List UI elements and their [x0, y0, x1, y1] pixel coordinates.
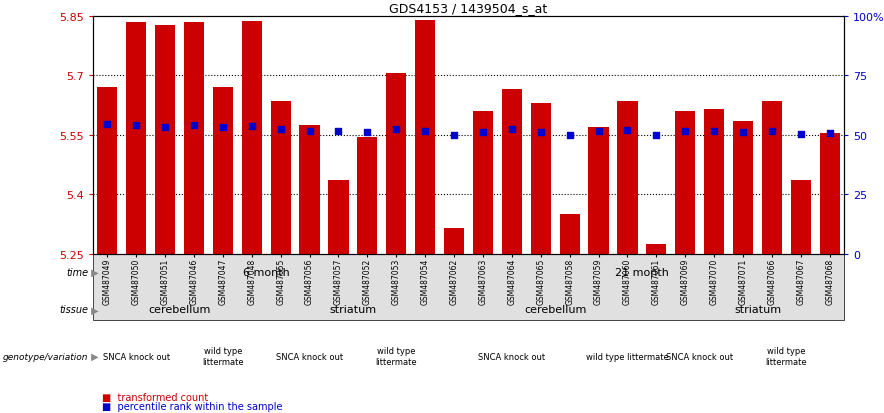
Bar — [473, 112, 493, 254]
Bar — [819, 133, 840, 254]
Point — [274, 127, 288, 133]
Point — [823, 130, 837, 137]
Bar — [155, 26, 175, 254]
Point — [649, 132, 663, 139]
Point — [562, 133, 576, 139]
Point — [216, 124, 230, 131]
Bar — [530, 104, 551, 254]
Text: wild type
littermate: wild type littermate — [376, 347, 417, 366]
Point — [129, 122, 143, 129]
Point — [361, 129, 375, 136]
Text: ■  transformed count: ■ transformed count — [102, 392, 208, 402]
Bar — [733, 121, 753, 254]
Text: genotype/variation: genotype/variation — [3, 352, 88, 361]
Bar — [617, 102, 637, 254]
Text: wild type
littermate: wild type littermate — [766, 347, 807, 366]
Bar — [241, 22, 262, 254]
Point — [158, 124, 172, 131]
Bar — [328, 181, 348, 254]
Bar — [762, 102, 782, 254]
Text: ▶: ▶ — [88, 305, 99, 315]
Point — [736, 130, 751, 136]
Text: tissue: tissue — [59, 305, 88, 315]
Point — [621, 128, 635, 134]
Point — [418, 128, 432, 135]
Text: 6 month: 6 month — [243, 268, 290, 278]
Bar — [444, 228, 464, 254]
Bar — [184, 22, 204, 254]
Point — [476, 129, 490, 136]
Bar — [213, 88, 233, 254]
Bar — [560, 214, 580, 254]
Point — [678, 129, 692, 135]
Text: wild type littermate: wild type littermate — [586, 352, 669, 361]
Text: SNCA knock out: SNCA knock out — [276, 352, 343, 361]
Text: SNCA knock out: SNCA knock out — [478, 352, 545, 361]
Bar — [704, 109, 724, 254]
Text: cerebellum: cerebellum — [524, 305, 586, 315]
Bar — [271, 102, 291, 254]
Text: ▶: ▶ — [88, 351, 99, 361]
Text: striatum: striatum — [734, 305, 781, 315]
Text: 21 month: 21 month — [615, 268, 669, 278]
Text: ■  percentile rank within the sample: ■ percentile rank within the sample — [102, 401, 282, 411]
Bar — [589, 127, 609, 254]
Bar — [675, 112, 696, 254]
Text: time: time — [66, 268, 88, 278]
Text: SNCA knock out: SNCA knock out — [103, 352, 170, 361]
Point — [534, 129, 548, 136]
Point — [245, 123, 259, 130]
Bar — [646, 244, 667, 254]
Point — [447, 133, 461, 139]
Point — [389, 127, 403, 133]
Bar — [357, 138, 377, 254]
Text: cerebellum: cerebellum — [149, 305, 210, 315]
Title: GDS4153 / 1439504_s_at: GDS4153 / 1439504_s_at — [389, 2, 548, 15]
Text: ▶: ▶ — [88, 268, 99, 278]
Point — [187, 123, 201, 129]
Text: striatum: striatum — [330, 305, 377, 315]
Bar — [415, 21, 435, 254]
Point — [332, 129, 346, 135]
Point — [707, 129, 721, 135]
Point — [100, 121, 114, 128]
Bar — [386, 74, 407, 254]
Bar — [97, 88, 118, 254]
Bar — [791, 181, 811, 254]
Text: wild type
littermate: wild type littermate — [202, 347, 244, 366]
Point — [765, 129, 779, 135]
Point — [794, 131, 808, 138]
Bar — [502, 90, 522, 254]
Point — [302, 128, 316, 135]
Bar — [126, 22, 146, 254]
Text: SNCA knock out: SNCA knock out — [667, 352, 734, 361]
Point — [505, 127, 519, 133]
Bar — [300, 126, 320, 254]
Point — [591, 129, 606, 135]
